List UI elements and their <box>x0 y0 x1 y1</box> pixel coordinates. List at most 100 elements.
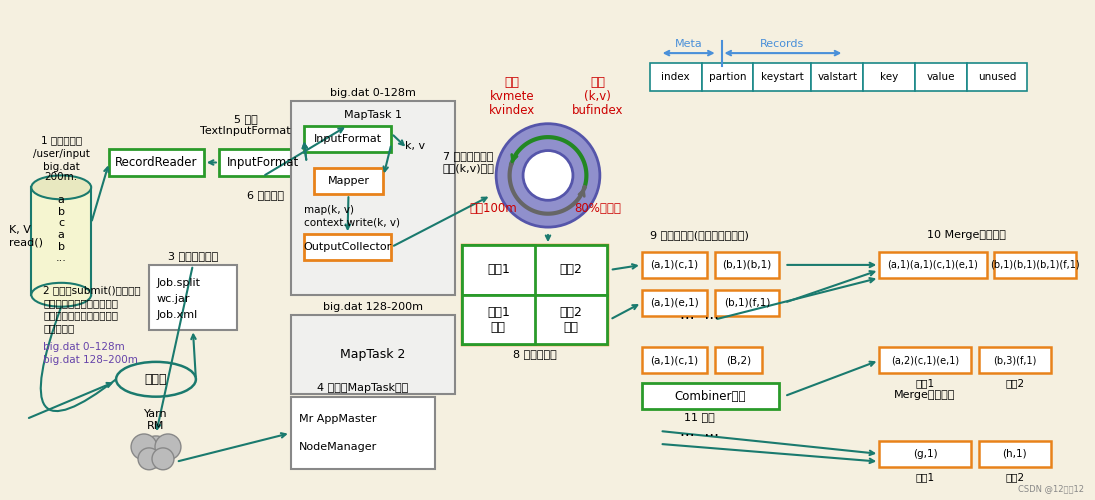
Text: RecordReader: RecordReader <box>115 156 198 169</box>
Bar <box>642 290 706 316</box>
Bar <box>303 234 391 260</box>
Text: CSDN @12十二12: CSDN @12十二12 <box>1017 484 1084 493</box>
Text: 分配的规划: 分配的规划 <box>44 324 74 334</box>
Circle shape <box>152 448 174 470</box>
Bar <box>979 348 1051 374</box>
Text: 8 分区、排序: 8 分区、排序 <box>514 350 557 360</box>
Bar <box>642 252 706 278</box>
Text: Combiner合并: Combiner合并 <box>675 390 747 402</box>
Text: Mr AppMaster: Mr AppMaster <box>299 414 377 424</box>
Text: keystart: keystart <box>761 72 804 82</box>
Text: (b,1)(b,1): (b,1)(b,1) <box>723 260 772 270</box>
Text: (a,1)(c,1): (a,1)(c,1) <box>650 356 699 366</box>
Text: 11 合并: 11 合并 <box>684 412 715 422</box>
Text: (a,1)(c,1): (a,1)(c,1) <box>650 260 699 270</box>
Text: partion: partion <box>708 72 747 82</box>
Text: 分区2: 分区2 <box>560 264 583 276</box>
Text: read(): read() <box>10 237 44 247</box>
Text: index: index <box>661 72 690 82</box>
Ellipse shape <box>32 283 91 306</box>
Text: RM: RM <box>148 421 164 431</box>
Text: MapTask 2: MapTask 2 <box>341 348 405 361</box>
Bar <box>462 294 534 344</box>
Circle shape <box>155 434 181 460</box>
Bar <box>811 63 863 91</box>
Text: 分区1: 分区1 <box>487 264 510 276</box>
Text: 分区2: 分区2 <box>1005 472 1025 482</box>
Text: Records: Records <box>760 39 805 49</box>
Bar <box>462 245 607 294</box>
Bar <box>702 63 753 91</box>
Text: (h,1): (h,1) <box>1003 449 1027 459</box>
Text: 索引: 索引 <box>505 76 520 90</box>
Bar <box>290 397 436 469</box>
Text: 分区2: 分区2 <box>1005 378 1025 388</box>
Text: TextInputFormat: TextInputFormat <box>200 126 291 136</box>
Text: Yarn: Yarn <box>145 409 168 419</box>
Bar <box>303 126 391 152</box>
Text: (b,1)(b,1)(b,1)(f,1): (b,1)(b,1)(b,1)(f,1) <box>990 260 1080 270</box>
Bar <box>290 314 456 394</box>
Bar <box>462 245 607 344</box>
Text: (k,v): (k,v) <box>585 90 611 104</box>
Text: big.dat 0-128m: big.dat 0-128m <box>330 88 416 98</box>
Text: ···  ···: ··· ··· <box>680 312 719 327</box>
Text: 分区1: 分区1 <box>915 472 935 482</box>
Text: InputFormat: InputFormat <box>227 156 299 169</box>
Bar <box>715 290 780 316</box>
Bar <box>967 63 1027 91</box>
Text: K, V: K, V <box>10 225 32 235</box>
Text: Meta: Meta <box>675 39 703 49</box>
Circle shape <box>138 448 160 470</box>
Ellipse shape <box>32 176 91 200</box>
Text: Job.xml: Job.xml <box>157 310 198 320</box>
Text: unused: unused <box>978 72 1016 82</box>
Text: 6 逻辑运算: 6 逻辑运算 <box>247 190 285 200</box>
Text: big.dat: big.dat <box>43 162 80 172</box>
Bar <box>642 384 780 409</box>
Text: 写入(k,v)数据: 写入(k,v)数据 <box>442 164 494 173</box>
Text: Job.split: Job.split <box>157 278 201 288</box>
Text: context.write(k, v): context.write(k, v) <box>303 217 400 227</box>
Bar <box>110 148 204 176</box>
Bar <box>715 348 762 374</box>
Text: MapTask 1: MapTask 1 <box>344 110 402 120</box>
Text: 3 提交切片信息: 3 提交切片信息 <box>168 251 218 261</box>
Circle shape <box>523 150 573 200</box>
Text: (B,2): (B,2) <box>726 356 751 366</box>
Text: (b,1)(f,1): (b,1)(f,1) <box>724 298 770 308</box>
Text: 分区1
排序: 分区1 排序 <box>487 306 510 334</box>
Text: 分区1: 分区1 <box>915 378 935 388</box>
Text: key: key <box>880 72 898 82</box>
Bar <box>462 294 607 344</box>
Bar <box>462 245 534 294</box>
Text: NodeManager: NodeManager <box>299 442 377 452</box>
Text: OutputCollector: OutputCollector <box>303 242 392 252</box>
Text: 分区2
排序: 分区2 排序 <box>560 306 583 334</box>
Text: valstart: valstart <box>817 72 857 82</box>
Text: Mapper: Mapper <box>327 176 369 186</box>
Text: 1 待处理文件: 1 待处理文件 <box>41 136 82 145</box>
Text: (a,2)(c,1)(e,1): (a,2)(c,1)(e,1) <box>891 356 959 366</box>
Text: 80%后反向: 80%后反向 <box>575 202 621 214</box>
Text: 待处理数据的信息，然后根: 待处理数据的信息，然后根 <box>44 298 118 308</box>
Text: big.dat 128–200m: big.dat 128–200m <box>44 356 138 366</box>
Bar <box>290 101 456 294</box>
Text: 客户端: 客户端 <box>145 373 168 386</box>
Bar <box>994 252 1075 278</box>
Text: wc.jar: wc.jar <box>157 294 191 304</box>
Text: (b,3)(f,1): (b,3)(f,1) <box>993 356 1037 366</box>
Bar <box>879 441 971 467</box>
Bar <box>649 63 702 91</box>
Text: /user/input: /user/input <box>33 148 90 158</box>
Circle shape <box>140 436 172 468</box>
Text: ···  ···: ··· ··· <box>680 430 719 444</box>
Text: InputFormat: InputFormat <box>313 134 381 143</box>
Text: 4 计算出MapTask数量: 4 计算出MapTask数量 <box>318 383 408 393</box>
Text: 数据: 数据 <box>590 76 606 90</box>
Text: 2 客户端submit()前，获取: 2 客户端submit()前，获取 <box>44 285 141 295</box>
Text: big.dat 0–128m: big.dat 0–128m <box>44 342 125 352</box>
Text: big.dat 128-200m: big.dat 128-200m <box>323 302 423 312</box>
Bar <box>915 63 967 91</box>
Text: a
b
c
a
b
...: a b c a b ... <box>56 195 67 263</box>
